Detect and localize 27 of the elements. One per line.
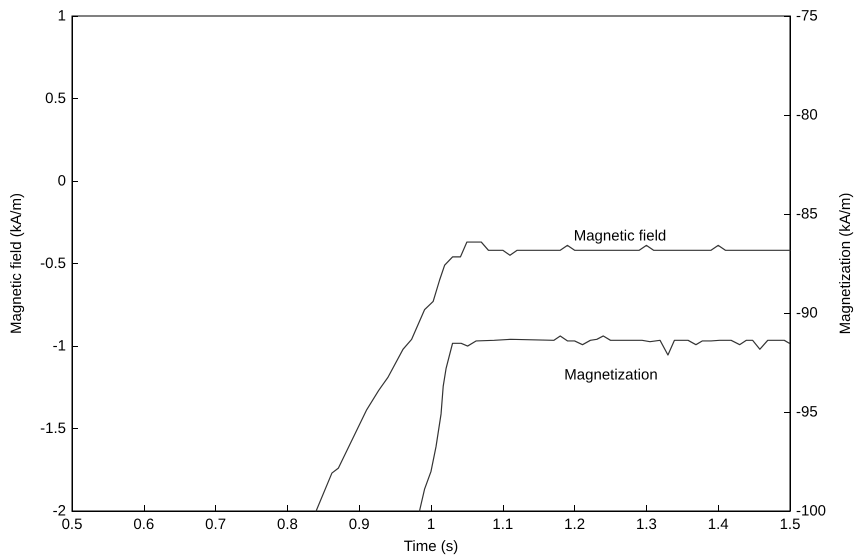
y-tick-label: -1 <box>52 338 66 354</box>
x-tick-label: 1.4 <box>708 516 729 533</box>
x-axis-title: Time (s) <box>404 538 458 555</box>
y2-tick-label: -90 <box>796 304 818 322</box>
y2-tick-label: -75 <box>796 8 818 24</box>
y-tick-label: 0 <box>58 172 66 190</box>
x-tick-label: 0.7 <box>205 516 226 533</box>
x-tick-label: 1.3 <box>636 516 657 533</box>
x-tick-label: 1.1 <box>492 516 514 533</box>
y-tick-label: -2 <box>52 502 66 520</box>
annotation: Magnetic field <box>574 228 666 244</box>
y-tick-label: -0.5 <box>40 255 66 272</box>
x-tick-label: 0.6 <box>133 516 154 533</box>
y2-axis-title: Magnetization (kA/m) <box>837 192 854 334</box>
annotation: Magnetization <box>564 366 658 384</box>
y-axis-title: Magnetic field (kA/m) <box>8 193 25 334</box>
y2-tick-label: -95 <box>796 404 818 420</box>
line-series <box>418 335 790 512</box>
y-tick-label: -1.5 <box>40 420 66 437</box>
x-tick-label: 0.9 <box>348 516 370 533</box>
x-tick-label: 0.8 <box>276 516 298 533</box>
y2-tick-label: -80 <box>796 106 818 124</box>
y2-tick-label: -85 <box>796 206 818 222</box>
y-tick-label: 0.5 <box>45 90 66 107</box>
x-tick-label: 1.2 <box>564 516 586 533</box>
y-tick-label: 1 <box>58 8 66 24</box>
x-tick-label: 1 <box>426 516 436 533</box>
